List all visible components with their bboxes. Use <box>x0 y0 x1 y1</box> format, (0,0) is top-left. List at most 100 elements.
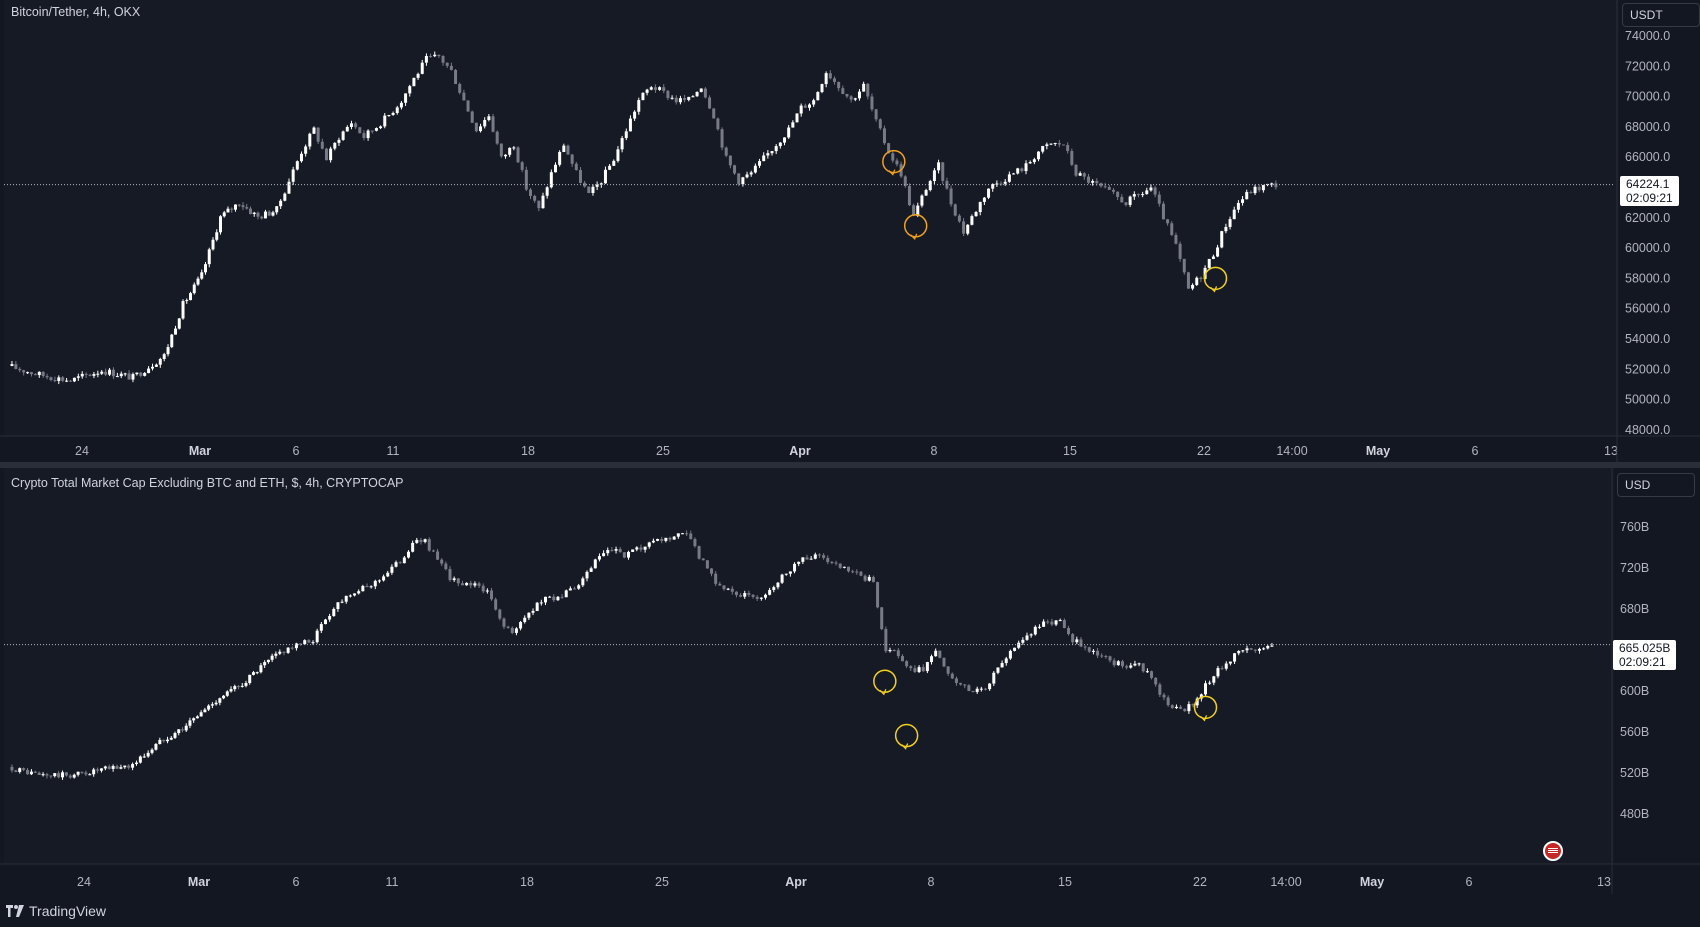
pane-separator[interactable] <box>0 462 1700 468</box>
candle-body <box>853 98 857 100</box>
candle-body <box>498 609 502 619</box>
candle-body <box>61 772 65 778</box>
candle-body <box>127 765 131 768</box>
candle-body <box>934 650 938 657</box>
candle-body <box>45 774 49 776</box>
candle-body <box>291 169 295 182</box>
candle-body <box>574 163 578 171</box>
candle-body <box>1191 284 1195 289</box>
candle-body <box>1037 626 1041 628</box>
candle-body <box>755 596 759 599</box>
candle-body <box>1233 653 1237 662</box>
candle-body <box>516 147 520 163</box>
candle-body <box>1049 143 1053 145</box>
candle-body <box>184 725 188 731</box>
candle-body <box>26 372 30 374</box>
candle-body <box>395 107 399 113</box>
candle-body <box>907 185 911 206</box>
candle-body <box>57 377 61 382</box>
candle-body <box>107 766 111 769</box>
candle-body <box>1007 174 1011 182</box>
annotation-circle[interactable] <box>894 723 919 748</box>
candle-body <box>429 56 433 58</box>
candle-body <box>957 215 961 222</box>
candle-body <box>490 590 494 600</box>
candle-body <box>181 301 185 319</box>
altcap-candlestick-chart[interactable]: 800B760B720B680B640B600B560B520B480B24Ma… <box>0 468 1700 896</box>
candle-body <box>383 115 387 127</box>
candle-body <box>332 608 336 617</box>
candle-body <box>967 685 971 691</box>
candle-body <box>108 369 112 375</box>
candle-body <box>745 174 749 178</box>
candle-body <box>913 668 917 672</box>
candle-body <box>260 216 264 219</box>
btc-chart-pane: Bitcoin/Tether, 4h, OKX 74000.0 72000.0 70… <box>0 0 1700 462</box>
candle-body <box>1191 704 1195 706</box>
candle-body <box>474 122 478 132</box>
candle-body <box>237 686 241 688</box>
candle-body <box>664 537 668 541</box>
candle-body <box>323 619 327 625</box>
candle-body <box>553 164 557 173</box>
candle-body <box>279 200 283 207</box>
candle-body <box>469 582 473 586</box>
candle-body <box>678 98 682 103</box>
candle-body <box>928 181 932 191</box>
y-tick-label: 68000.0 <box>1625 120 1670 134</box>
candle-body <box>203 709 207 713</box>
us-flag-icon[interactable] <box>1543 841 1563 861</box>
candle-body <box>348 595 352 597</box>
x-tick-label: May <box>1360 875 1384 889</box>
candle-body <box>697 546 701 559</box>
candle-body <box>813 554 817 559</box>
candle-body <box>674 97 678 103</box>
candle-body <box>218 216 222 233</box>
candle-body <box>1204 683 1207 695</box>
candle-body <box>72 377 76 382</box>
btc-candlestick-chart[interactable]: 74000.072000.070000.068000.066000.064000… <box>0 0 1700 462</box>
candle-body <box>1166 219 1170 224</box>
candle-body <box>1150 671 1154 678</box>
candle-body <box>1024 163 1028 172</box>
candle-body <box>1012 173 1016 175</box>
candle-body <box>135 372 139 375</box>
candle-body <box>487 116 491 120</box>
annotation-circle[interactable] <box>873 669 897 693</box>
x-tick-label: 6 <box>293 444 300 458</box>
candle-body <box>299 153 303 162</box>
candle-body <box>1261 185 1265 191</box>
candle-body <box>336 602 340 609</box>
currency-selector[interactable]: USD <box>1617 473 1695 497</box>
candle-body <box>391 112 395 115</box>
candle-body <box>637 100 641 112</box>
candle-body <box>123 765 127 768</box>
candle-body <box>988 683 992 690</box>
candle-body <box>857 91 861 99</box>
annotation-circle[interactable] <box>1193 695 1218 720</box>
candle-body <box>1100 655 1104 657</box>
candle-body <box>1245 648 1249 651</box>
candle-body <box>896 650 900 657</box>
candle-body <box>747 593 751 595</box>
tradingview-logo[interactable]: TradingView <box>6 903 106 919</box>
candle-body <box>358 127 362 134</box>
candle-body <box>641 92 645 101</box>
bar-countdown: 02:09:21 <box>1619 655 1666 669</box>
candle-body <box>774 146 778 152</box>
candle-body <box>979 688 983 690</box>
candle-body <box>41 371 45 377</box>
annotation-circle[interactable] <box>1203 266 1228 291</box>
bar-countdown: 02:09:21 <box>1626 191 1673 205</box>
candle-body <box>705 560 709 569</box>
candle-body <box>903 176 907 186</box>
y-tick-label: 50000.0 <box>1625 393 1670 407</box>
candle-body <box>624 131 628 139</box>
candle-body <box>215 232 219 240</box>
candle-body <box>970 216 974 225</box>
annotation-circle[interactable] <box>903 214 928 238</box>
currency-selector[interactable]: USDT <box>1622 3 1700 27</box>
candle-body <box>824 73 828 85</box>
candle-body <box>722 585 726 590</box>
candle-body <box>749 172 753 175</box>
